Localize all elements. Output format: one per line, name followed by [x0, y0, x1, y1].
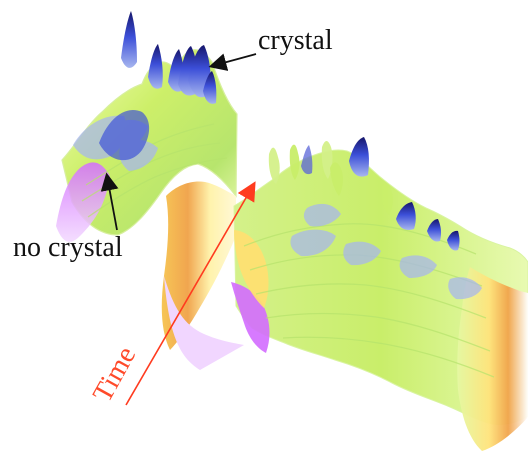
crystal-peaks: [99, 11, 460, 251]
crystal-peak-10: [396, 202, 416, 230]
crystal-label: crystal: [258, 25, 333, 56]
crystal-peak-9: [301, 145, 313, 175]
crystal-peak-8: [349, 137, 369, 177]
crystal-peak-7: [99, 110, 150, 161]
crystal-peak-11: [427, 219, 442, 242]
crystal-peak-2: [148, 44, 163, 89]
right-orange-face: [457, 267, 528, 451]
left-orange-face: [161, 181, 236, 350]
crystal-peak-6: [203, 71, 217, 104]
middle-left-purple-cliff: [231, 282, 270, 353]
left-lower-purple-base: [164, 276, 244, 370]
time-arrow: [125, 181, 256, 406]
crystal-arrow: [208, 53, 257, 71]
crystal-peak-1: [121, 11, 137, 68]
left-purple-flank: [56, 162, 110, 242]
crystal-peak-12: [447, 230, 460, 251]
no-crystal-label: no crystal: [13, 232, 123, 263]
no-crystal-arrow: [100, 172, 119, 231]
front-spikes: [268, 141, 393, 215]
